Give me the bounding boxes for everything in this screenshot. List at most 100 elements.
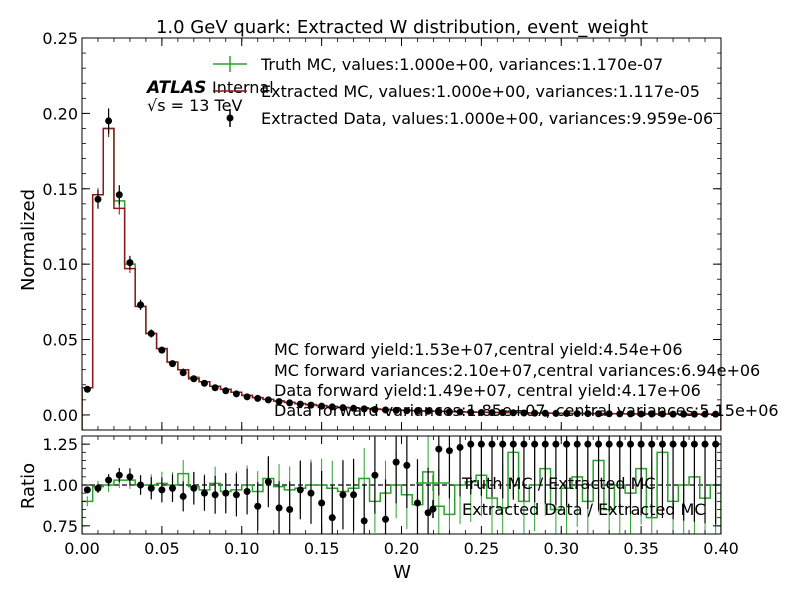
series-2-point xyxy=(328,403,336,411)
series-1-point xyxy=(509,440,517,448)
series-1-point xyxy=(392,458,400,466)
annotation-data-yield: Data forward yield:1.49e+07, central yie… xyxy=(274,381,701,400)
main-y-axis-label: Normalized xyxy=(18,189,39,291)
series-1-point xyxy=(318,499,326,507)
series-1-point xyxy=(413,499,421,507)
series-1-point xyxy=(147,484,155,492)
series-2-point xyxy=(413,407,421,415)
annotation-data-variances: Data forward variances:1.85e+07, central… xyxy=(274,401,779,420)
series-2-point xyxy=(126,259,134,267)
series-1-step-line xyxy=(82,127,721,430)
ratio-series-group xyxy=(82,436,721,534)
series-2-point xyxy=(701,410,709,418)
series-2-point xyxy=(584,410,592,418)
series-1-point xyxy=(371,471,379,479)
series-1-point xyxy=(424,509,432,517)
series-1-point xyxy=(648,440,656,448)
main-legend: Truth MC, values:1.000e+00, variances:1.… xyxy=(213,55,713,128)
series-1-point xyxy=(275,504,283,512)
series-1-point xyxy=(669,440,677,448)
atlas-sublabel: Internal xyxy=(212,78,274,97)
series-1-point xyxy=(499,440,507,448)
series-1-point xyxy=(158,486,166,494)
series-2-point xyxy=(424,407,432,415)
series-2-point xyxy=(137,301,145,309)
series-1-point xyxy=(467,440,475,448)
series-1-point xyxy=(307,489,315,497)
series-1-point xyxy=(286,506,294,513)
chart-title: 1.0 GeV quark: Extracted W distribution,… xyxy=(156,17,648,38)
series-1-point xyxy=(328,514,336,522)
series-1-point xyxy=(456,443,464,451)
legend-ratio-data-label: Extracted Data / Extracted MC xyxy=(462,500,706,519)
main-ticks: 0.00 0.05 0.10 0.15 0.20 0.25 xyxy=(42,29,722,431)
y-tick-label: 0.25 xyxy=(42,29,78,48)
series-1-point xyxy=(296,486,304,494)
series-2-point xyxy=(541,409,549,417)
legend-ratio-data-marker xyxy=(429,505,437,513)
series-2-point xyxy=(627,410,635,418)
legend-truth-mc-label: Truth MC, values:1.000e+00, variances:1.… xyxy=(260,55,663,74)
y-tick-label: 0.05 xyxy=(42,331,78,350)
x-tick-label: 0.30 xyxy=(543,539,579,558)
legend-extracted-data-marker xyxy=(226,114,234,122)
x-tick-label: 0.10 xyxy=(224,539,260,558)
series-2-point xyxy=(658,410,666,418)
series-2-point xyxy=(680,410,688,418)
series-2-point xyxy=(307,401,315,409)
series-1-point xyxy=(403,461,411,469)
series-2-point xyxy=(158,346,166,354)
series-2-point xyxy=(105,117,113,125)
y-tick-label: 0.00 xyxy=(42,406,78,425)
series-2-point xyxy=(392,406,400,414)
series-2-point xyxy=(222,387,230,395)
x-tick-label: 0.05 xyxy=(144,539,180,558)
series-1-point xyxy=(264,478,272,486)
series-1-point xyxy=(211,491,219,499)
ratio-legend: Truth MC / Extracted MC Extracted Data /… xyxy=(416,474,706,519)
series-2-point xyxy=(83,385,91,393)
series-1-point xyxy=(200,489,208,497)
annotation-mc-yield: MC forward yield:1.53e+07,central yield:… xyxy=(274,340,683,359)
x-tick-label: 0.15 xyxy=(304,539,340,558)
series-2-point xyxy=(211,384,219,392)
series-2-point xyxy=(573,410,581,418)
y-tick-label: 1.00 xyxy=(42,476,78,495)
series-1-point xyxy=(488,440,496,448)
series-1-point xyxy=(137,481,145,489)
x-tick-label: 0.00 xyxy=(64,539,100,558)
series-1-point xyxy=(541,440,549,448)
series-1-point xyxy=(232,491,240,499)
y-tick-label: 0.15 xyxy=(42,180,78,199)
series-1-point xyxy=(243,488,251,496)
series-2-point xyxy=(499,409,507,417)
series-2-point xyxy=(435,408,443,416)
series-2-point xyxy=(712,410,720,418)
series-2-point xyxy=(690,410,698,418)
series-1-point xyxy=(658,440,666,448)
series-1-point xyxy=(563,440,571,448)
ratio-ticks: 0.00 0.05 0.10 0.15 0.20 0.25 0.30 0.35 0.40 0.75… xyxy=(42,435,738,558)
series-1-point xyxy=(105,476,113,484)
series-1-point xyxy=(115,471,123,479)
series-1-point xyxy=(616,440,624,448)
series-2-point xyxy=(456,408,464,416)
series-2-point xyxy=(563,409,571,417)
series-1-point xyxy=(584,440,592,448)
annotation-mc-variances: MC forward variances:2.10e+07,central va… xyxy=(274,361,760,380)
series-1-point xyxy=(222,489,230,497)
series-2-point xyxy=(648,410,656,418)
series-1-point xyxy=(190,484,198,492)
series-2-point xyxy=(477,409,485,417)
series-2-point xyxy=(531,409,539,417)
series-2-point xyxy=(509,409,517,417)
series-1-point xyxy=(350,491,358,499)
series-2-point xyxy=(669,410,677,418)
series-1-point xyxy=(552,440,560,448)
series-1-point xyxy=(360,517,368,525)
series-2-point xyxy=(360,405,368,413)
series-1-point xyxy=(126,473,134,481)
ratio-x-axis-label: W xyxy=(393,562,411,583)
series-2-point xyxy=(403,407,411,415)
